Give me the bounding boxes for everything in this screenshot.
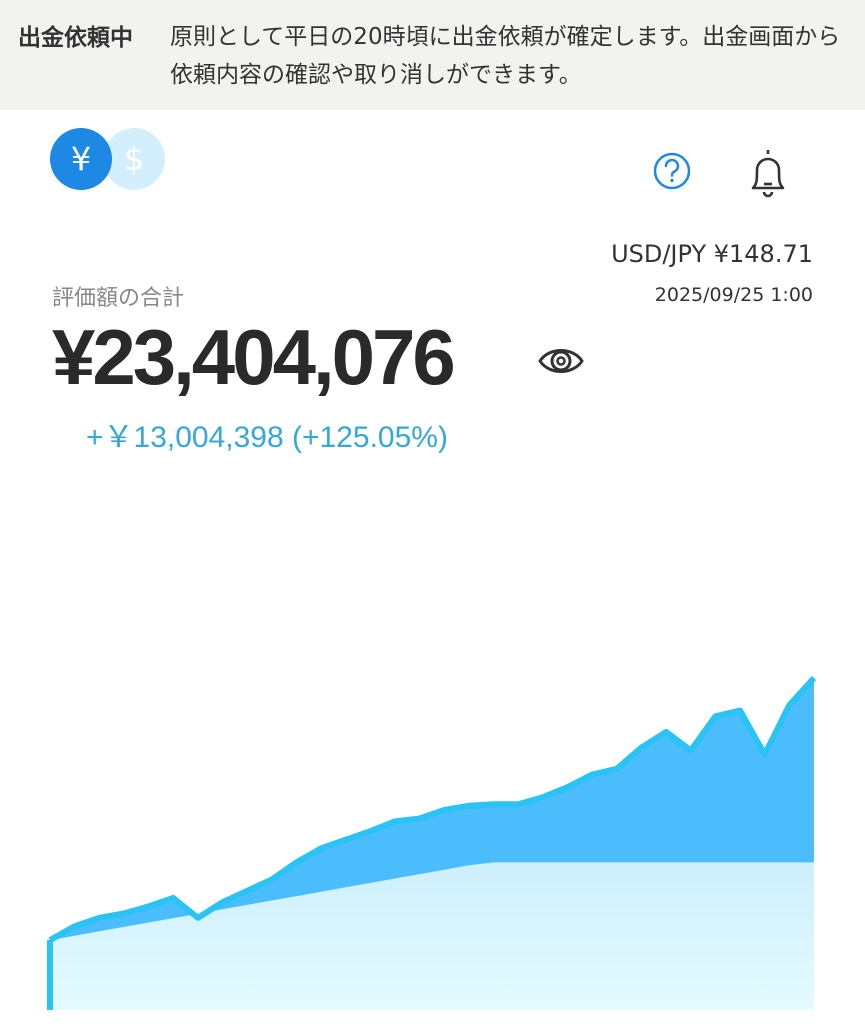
withdrawal-notice-banner: 出金依頼中 原則として平日の20時頃に出金依頼が確定します。出金画面から依頼内容… <box>0 0 865 110</box>
help-icon[interactable] <box>653 152 691 190</box>
bell-icon[interactable] <box>743 146 793 200</box>
yen-coin-icon[interactable]: ¥ <box>50 128 112 190</box>
total-valuation-label: 評価額の合計 <box>52 286 185 311</box>
principal-area <box>50 862 814 1010</box>
banner-message: 原則として平日の20時頃に出金依頼が確定します。出金画面から依頼内容の確認や取り… <box>170 24 841 88</box>
total-valuation-amount: ¥23,404,076 <box>52 313 456 401</box>
dollar-symbol: $ <box>123 140 145 178</box>
exchange-rate: USD/JPY ¥148.71 <box>611 240 813 268</box>
valuation-line <box>47 675 817 1010</box>
dollar-coin-icon[interactable]: $ <box>103 128 165 190</box>
eye-icon[interactable] <box>537 343 585 379</box>
rate-timestamp: 2025/09/25 1:00 <box>654 284 813 306</box>
yen-symbol: ¥ <box>70 140 92 178</box>
banner-title: 出金依頼中 <box>18 25 133 51</box>
valuation-chart <box>47 675 817 1010</box>
gain-amount: +￥13,004,398 (+125.05%) <box>86 421 448 454</box>
